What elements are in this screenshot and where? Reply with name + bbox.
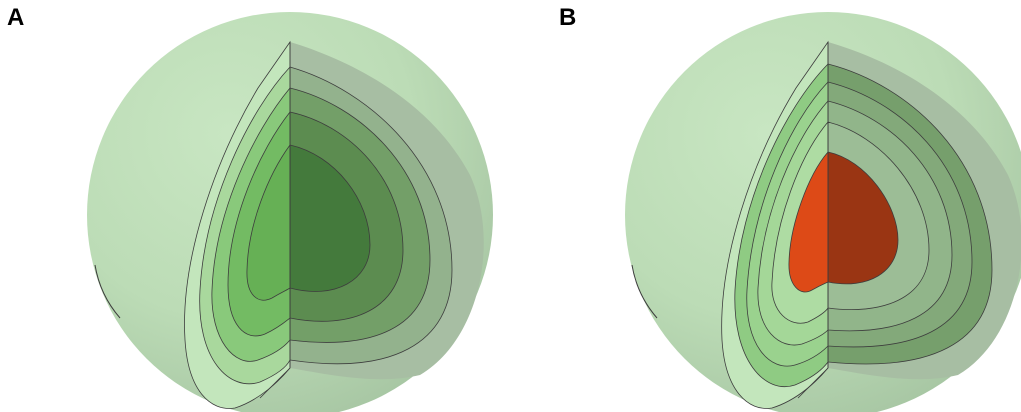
core-back [827,151,899,285]
core-front [788,150,829,293]
panel-label-b: B [559,4,577,31]
layer-back-core [289,144,371,292]
panel-label-a: A [7,4,25,31]
layer-front-core [246,143,291,301]
cut-bottom-edge [797,367,829,399]
sphere-cut-edge [631,264,658,319]
sphere-cut-edge [94,264,121,319]
cut-bottom-edge [259,367,291,399]
panel-a-sphere [87,12,493,412]
panel-b-sphere [625,12,1021,412]
